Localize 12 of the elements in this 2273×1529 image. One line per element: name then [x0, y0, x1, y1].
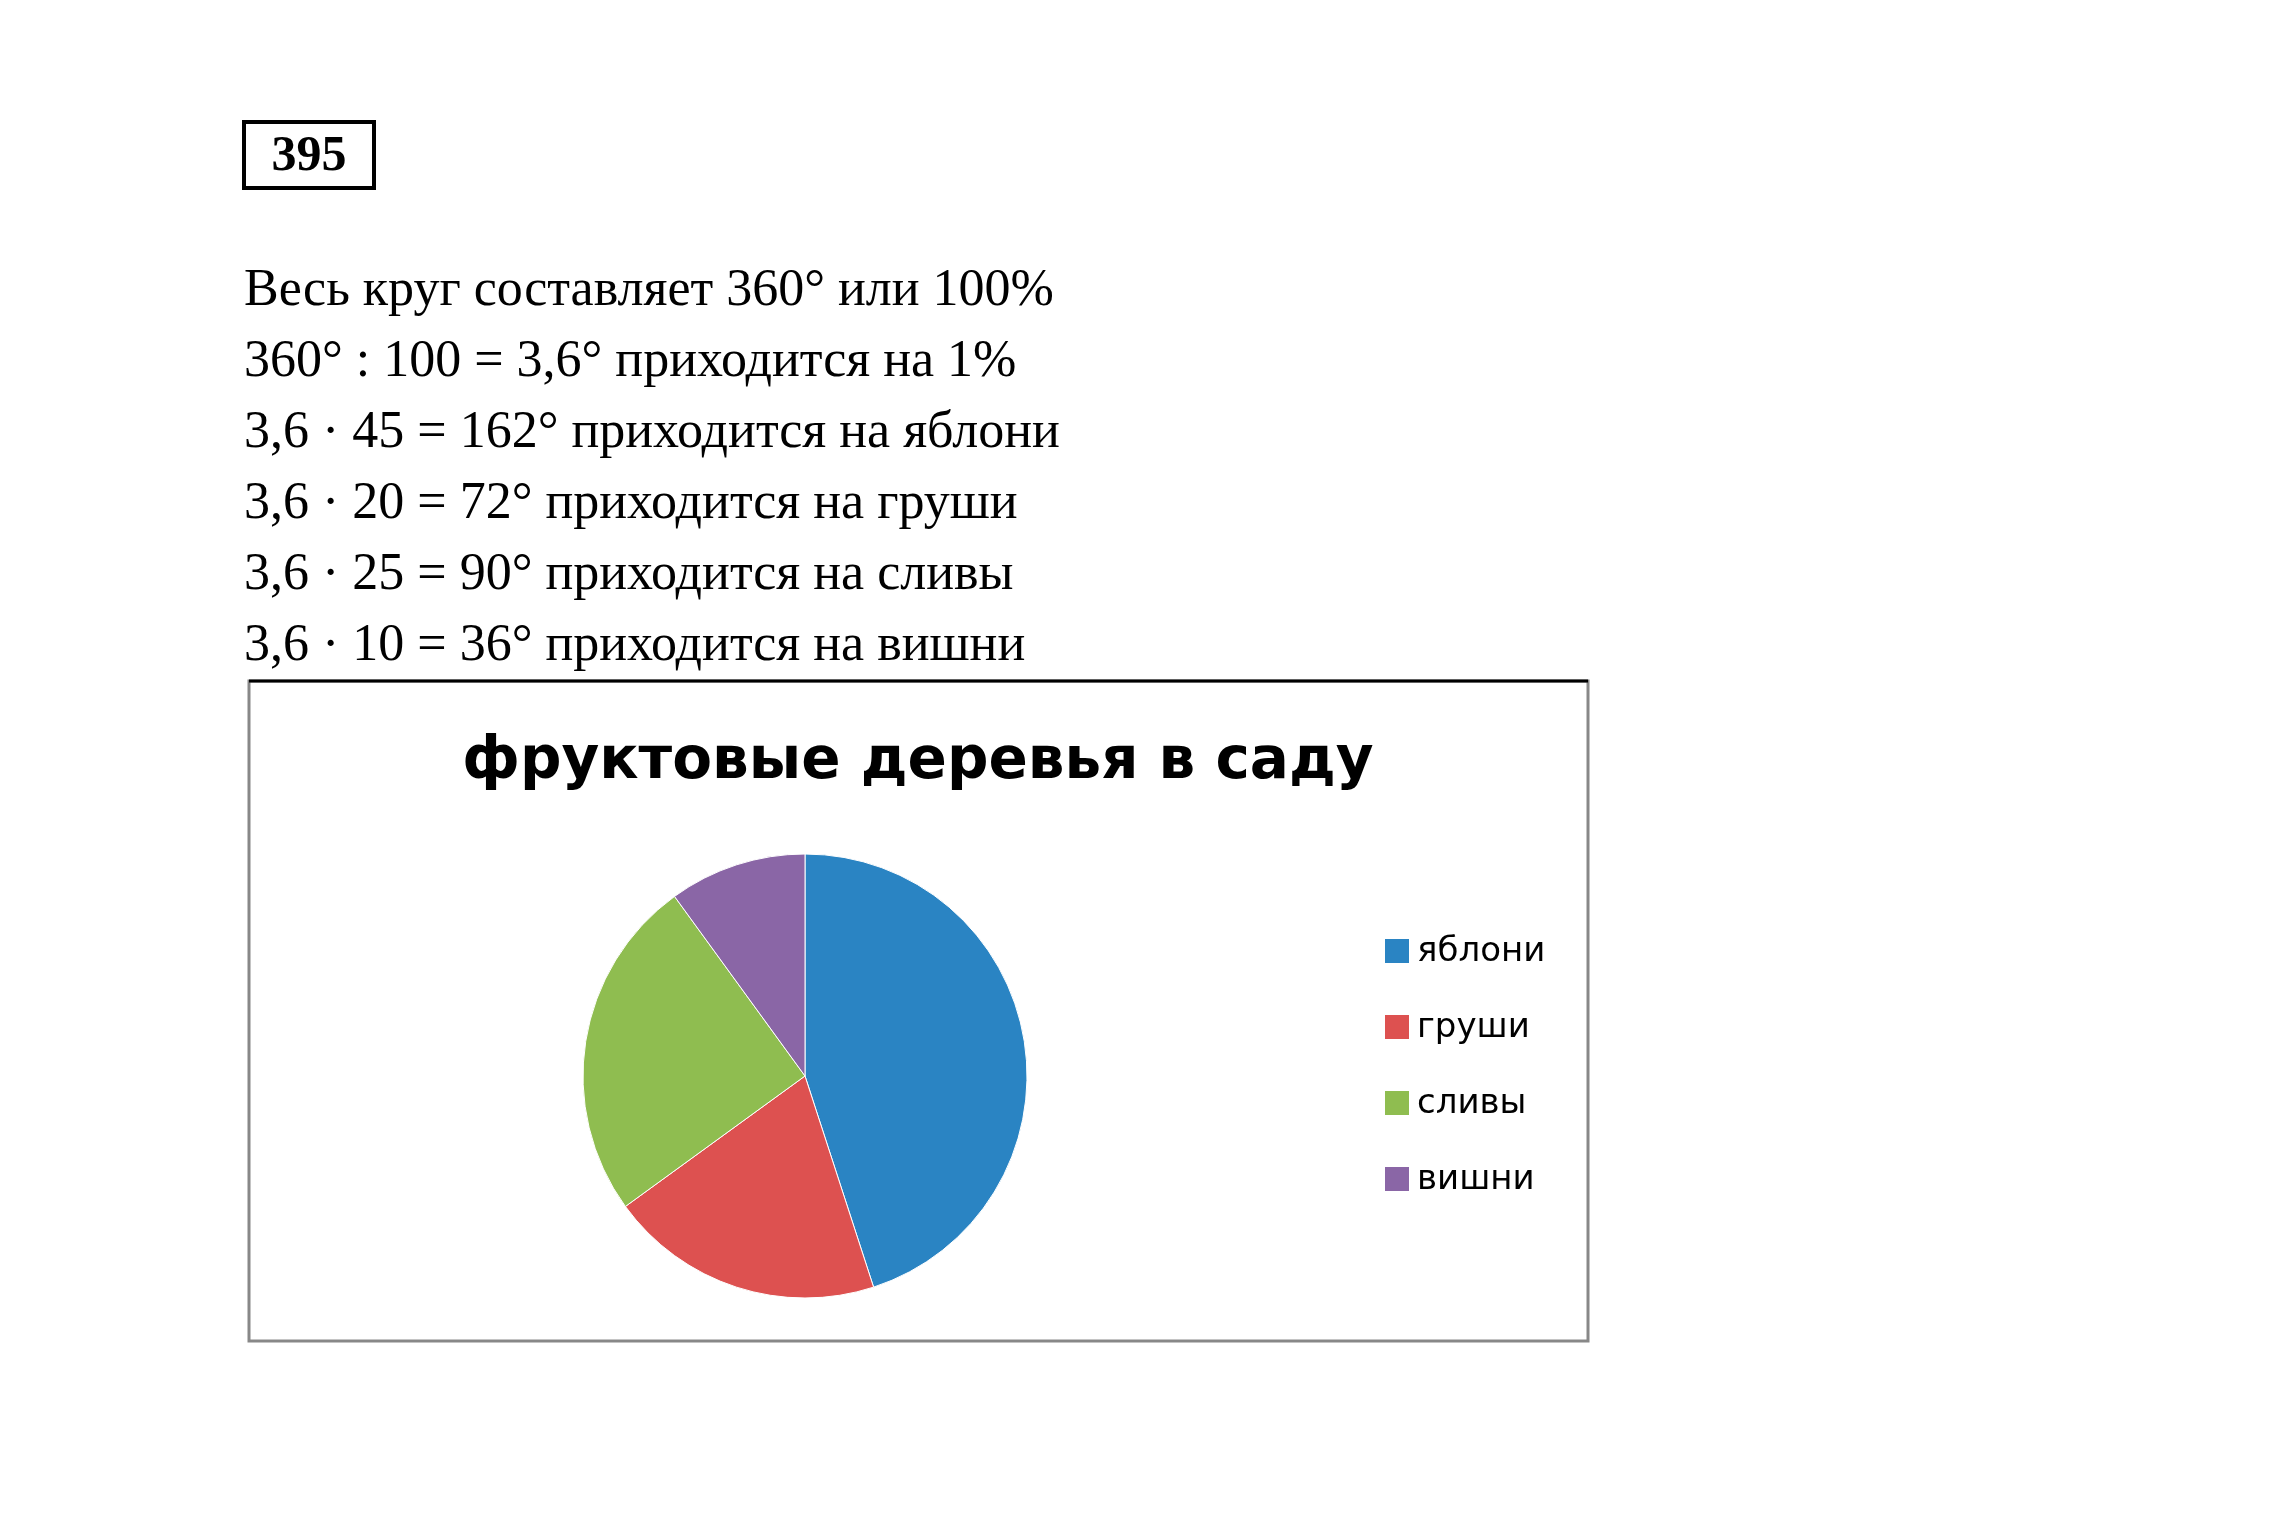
- text: 3,6 · 20 = 72° приходится на груши: [244, 472, 1018, 529]
- legend-label: груши: [1417, 1005, 1530, 1045]
- text: Весь круг составляет 360° или 100%: [244, 259, 1054, 316]
- legend-label: сливы: [1417, 1081, 1527, 1121]
- text: 3,6 · 10 = 36° приходится на вишни: [244, 614, 1026, 671]
- text: 395: [271, 125, 347, 181]
- legend-label: яблони: [1417, 929, 1546, 969]
- text: 3,6 · 25 = 90° приходится на сливы: [244, 543, 1014, 600]
- chart-title: фруктовые деревья в саду: [462, 724, 1374, 792]
- text: 3,6 · 45 = 162° приходится на яблони: [244, 401, 1060, 458]
- legend-label: вишни: [1417, 1157, 1535, 1197]
- text: 360° : 100 = 3,6° приходится на 1%: [244, 330, 1017, 387]
